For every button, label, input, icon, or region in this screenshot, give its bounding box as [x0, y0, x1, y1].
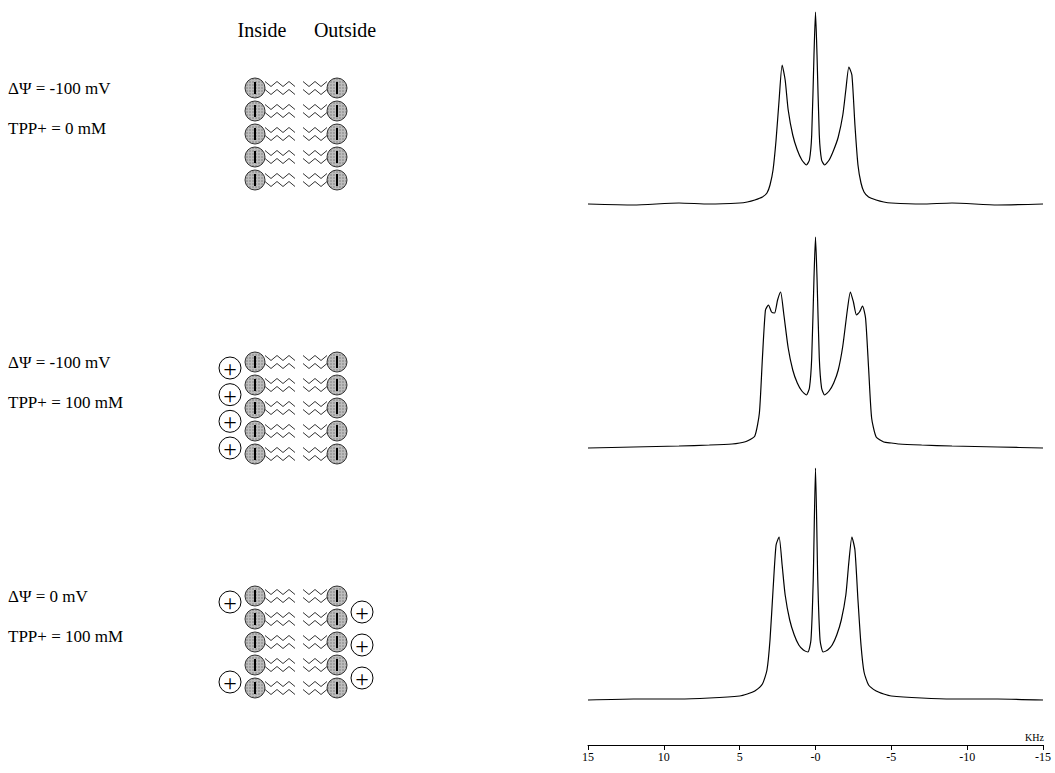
svg-text:ΔΨ = -100 mV: ΔΨ = -100 mV — [8, 353, 111, 372]
svg-text:KHz: KHz — [1025, 732, 1044, 743]
svg-text:15: 15 — [582, 750, 594, 764]
svg-text:-15: -15 — [1035, 750, 1051, 764]
svg-text:+: + — [355, 633, 369, 659]
svg-text:+: + — [223, 356, 237, 382]
svg-text:Outside: Outside — [314, 19, 376, 41]
svg-text:+: + — [223, 670, 237, 696]
svg-text:+: + — [223, 436, 237, 462]
svg-text:TPP+ = 100 mM: TPP+ = 100 mM — [8, 393, 123, 412]
svg-text:-10: -10 — [959, 750, 975, 764]
svg-text:+: + — [355, 600, 369, 626]
svg-text:-0: -0 — [811, 750, 821, 764]
svg-text:ΔΨ = -100 mV: ΔΨ = -100 mV — [8, 79, 111, 98]
svg-text:TPP+ = 100 mM: TPP+ = 100 mM — [8, 627, 123, 646]
svg-text:TPP+ = 0 mM: TPP+ = 0 mM — [8, 119, 106, 138]
svg-text:+: + — [223, 590, 237, 616]
svg-text:+: + — [223, 383, 237, 409]
svg-text:+: + — [223, 409, 237, 435]
svg-text:10: 10 — [658, 750, 670, 764]
svg-text:+: + — [355, 666, 369, 692]
svg-text:Inside: Inside — [238, 19, 287, 41]
svg-text:-5: -5 — [886, 750, 896, 764]
svg-text:ΔΨ = 0 mV: ΔΨ = 0 mV — [8, 587, 89, 606]
svg-text:5: 5 — [737, 750, 743, 764]
